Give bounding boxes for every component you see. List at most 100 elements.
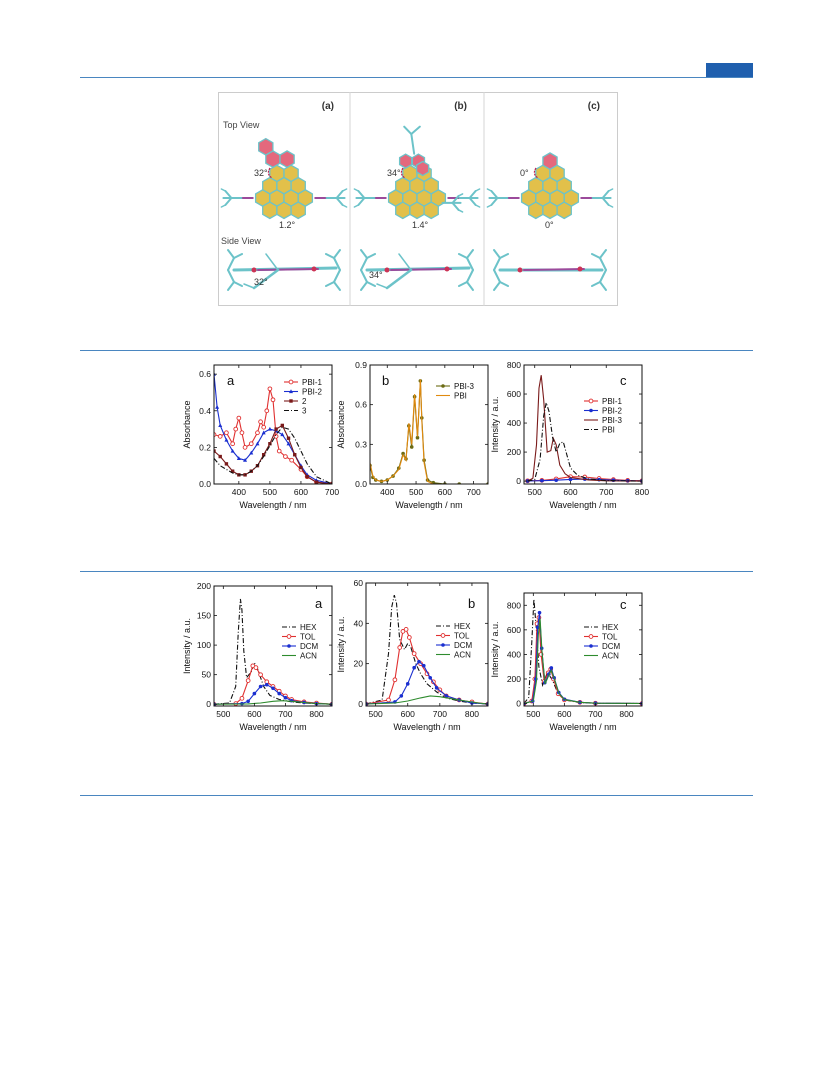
molecule-panel: (c) 0° 0° [486,101,614,291]
y-tick-label: 400 [507,418,521,428]
data-point [401,451,405,456]
data-point [224,462,229,466]
data-point [274,427,278,431]
x-tick-label: 600 [438,487,452,497]
core-ring [409,201,425,220]
legend-label: 3 [302,407,307,416]
pink-ring [279,150,295,169]
bond-stick [410,133,416,155]
bond-stick [458,253,468,259]
data-point [444,694,449,698]
top-view-label: Top View [223,120,260,130]
plot-frame [213,585,333,707]
x-tick-label: 600 [247,709,261,719]
series-line-2 [214,424,332,484]
top-angle-label: 32° [254,168,268,178]
data-point [411,651,417,656]
x-tick-label: 800 [619,709,633,719]
bond-stick [490,190,499,199]
atom [444,266,450,272]
x-tick-label: 700 [467,487,481,497]
bond-stick [325,253,335,259]
bond-stick [493,269,501,283]
legend-label: PBI-1 [602,397,623,406]
molecule-figure: Top View Side View (a) 32° 1.2° 32° (b) 34° 1.… [218,92,618,306]
series-line-ACN [366,695,488,705]
y-tick-label: 0.9 [355,360,367,370]
y-axis-label: Intensity / a.u. [490,621,500,677]
series-line-PBI [370,379,488,484]
legend-marker [589,408,593,413]
data-point [264,408,270,414]
legend-label: DCM [454,641,473,650]
data-point [258,672,263,678]
data-point [403,627,409,632]
data-point [230,441,235,447]
y-tick-label: 150 [197,611,211,621]
y-tick-label: 0.2 [199,442,211,452]
x-tick-label: 700 [588,709,602,719]
x-tick-label: 600 [294,487,308,497]
core-ring [262,201,278,220]
y-tick-label: 0 [206,699,211,709]
chart-em-c: 500 600 700 800 0 200 400 600 800 Wavelength / nm… [490,360,649,510]
data-point [400,629,406,634]
bond-stick [486,204,493,208]
data-point [261,453,266,457]
angle-arc [267,167,273,179]
x-tick-label: 800 [465,709,479,719]
bond-stick [458,281,468,287]
bond-stick [599,281,607,291]
data-point [261,424,267,430]
y-tick-label: 0.0 [355,479,367,489]
x-tick-label: 500 [409,487,423,497]
molecule-panel: (b) 34° 1.4° 34° [353,101,481,291]
bond-stick [601,197,610,206]
atom [384,267,390,273]
bond-stick [410,125,421,136]
bond-stick [493,281,501,291]
bond-stick [457,193,464,197]
angle-arc [533,167,539,179]
x-tick-label: 800 [309,709,323,719]
x-tick-label: 800 [635,487,649,497]
bond-stick [468,190,477,199]
data-point [415,435,420,440]
data-point [277,691,282,696]
legend-marker [588,398,594,404]
data-point [224,437,229,442]
bond-stick [265,253,279,271]
bond-stick [607,204,614,208]
bottom-angle-label: 1.2° [279,220,296,230]
data-point [392,677,398,683]
data-point [283,695,288,700]
data-point [299,465,303,470]
side-view-label: Side View [221,236,261,246]
data-point [434,686,439,690]
data-point [271,686,275,691]
bond-stick [224,197,233,206]
bond-stick [252,268,280,290]
x-tick-label: 400 [380,487,394,497]
bond-stick [335,197,344,206]
figure-rule-3 [80,795,753,796]
atom [517,267,523,273]
bond-stick [607,188,614,192]
bond-stick [599,249,607,259]
data-point [409,445,414,449]
bond-stick [499,253,509,259]
data-point [293,453,297,457]
legend-marker [286,634,292,639]
x-tick-label: 500 [526,709,540,719]
data-point [568,477,573,482]
legend-label: PBI-1 [302,378,323,387]
legend-marker [589,644,593,648]
series-line-3 [214,426,332,484]
x-tick-label: 500 [216,709,230,719]
bond-stick [468,197,477,206]
bond-stick [220,188,227,192]
series-line-ACN [214,700,332,705]
bond-stick [591,281,601,287]
chart-solv-b: 500 600 700 800 0 20 40 60 Wavelength / nm Intens… [336,578,489,732]
